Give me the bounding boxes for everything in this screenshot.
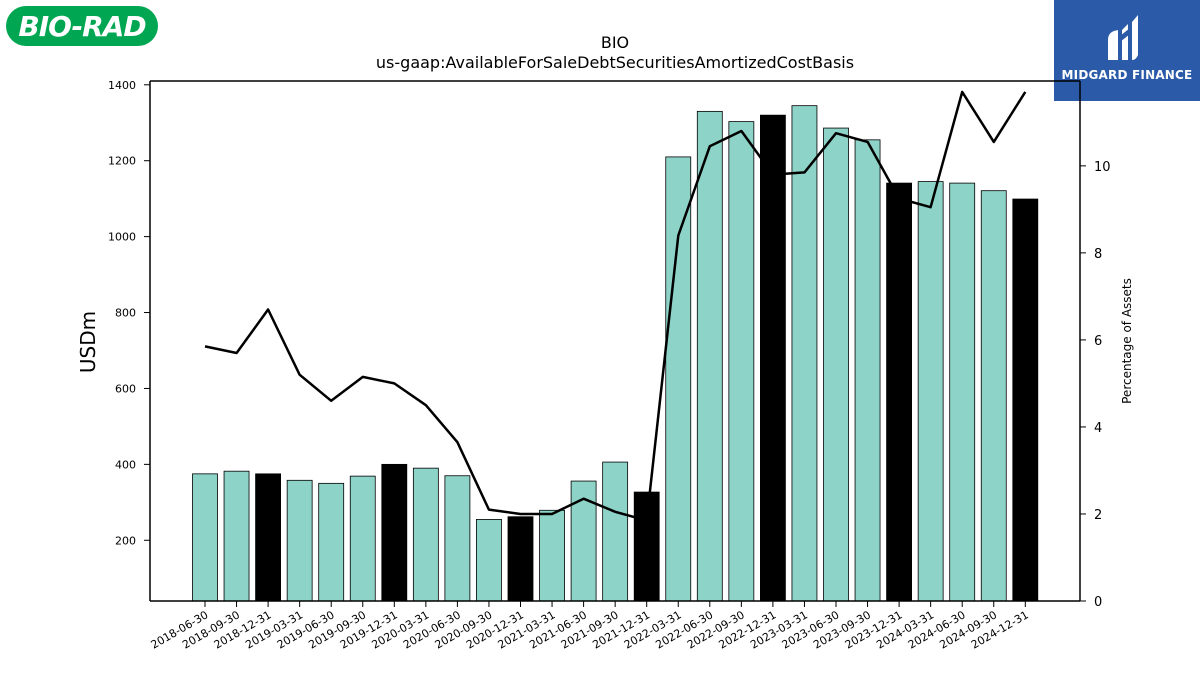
y2-axis-label: Percentage of Assets <box>1120 278 1134 404</box>
bar-2023-12-31 <box>886 182 912 602</box>
bar-2022-12-31 <box>760 114 786 602</box>
bar-2019-06-30 <box>318 482 345 602</box>
y2-tick-label: 0 <box>1094 595 1102 610</box>
y2-tick-label: 10 <box>1094 160 1111 175</box>
bar-2019-09-30 <box>349 475 376 602</box>
bar-2018-06-30 <box>192 473 218 602</box>
line-layer <box>204 90 1027 522</box>
bar-2022-06-30 <box>696 110 723 602</box>
y2-tick-label: 8 <box>1094 247 1102 262</box>
bar-2020-12-31 <box>507 516 534 602</box>
bar-2019-03-31 <box>286 479 313 602</box>
bar-2020-09-30 <box>476 518 502 602</box>
y2-tick-label: 6 <box>1094 334 1102 349</box>
bar-2023-09-30 <box>854 139 881 602</box>
y-tick-label: 800 <box>115 307 136 320</box>
y-tick-label: 400 <box>115 458 136 471</box>
bar-2019-12-31 <box>381 463 408 602</box>
y2-tick-label: 2 <box>1094 508 1102 523</box>
bar-2022-03-31 <box>665 156 692 602</box>
bar-2024-09-30 <box>980 190 1007 602</box>
y-tick-label: 1200 <box>108 155 136 168</box>
y-tick-label: 200 <box>115 534 136 547</box>
y-tick-label: 1400 <box>108 79 136 92</box>
bio-rad-logo: BIO-RAD <box>6 6 158 46</box>
y-tick-label: 600 <box>115 382 136 395</box>
bar-2021-09-30 <box>602 461 629 602</box>
midgard-finance-logo: MIDGARD FINANCE <box>1054 0 1200 101</box>
bar-2018-09-30 <box>223 470 250 602</box>
bar-2024-03-31 <box>917 181 944 602</box>
percentage-of-assets-line <box>204 90 1027 522</box>
bar-2024-12-31 <box>1012 198 1039 602</box>
bar-2020-03-31 <box>412 467 439 602</box>
midgard-finance-emblem-icon <box>1108 15 1138 60</box>
bar-2020-06-30 <box>444 475 471 602</box>
bars-layer <box>192 105 1039 602</box>
bar-2023-06-30 <box>823 127 849 602</box>
y2-tick-label: 4 <box>1094 421 1102 436</box>
bar-2021-03-31 <box>539 509 565 602</box>
chart-subtitle: us-gaap:AvailableForSaleDebtSecuritiesAm… <box>376 53 854 72</box>
bio-rad-logo-text: BIO-RAD <box>18 9 146 43</box>
bar-2024-06-30 <box>949 182 976 602</box>
bar-2023-03-31 <box>791 105 818 602</box>
chart-title: BIO <box>601 33 629 52</box>
y-axis-label: USDm <box>76 311 100 373</box>
y-tick-label: 1000 <box>108 231 136 244</box>
midgard-finance-logo-text: MIDGARD FINANCE <box>1061 68 1193 82</box>
bar-2022-09-30 <box>728 121 755 602</box>
bar-2018-12-31 <box>255 473 282 602</box>
bar-2021-12-31 <box>633 491 660 602</box>
